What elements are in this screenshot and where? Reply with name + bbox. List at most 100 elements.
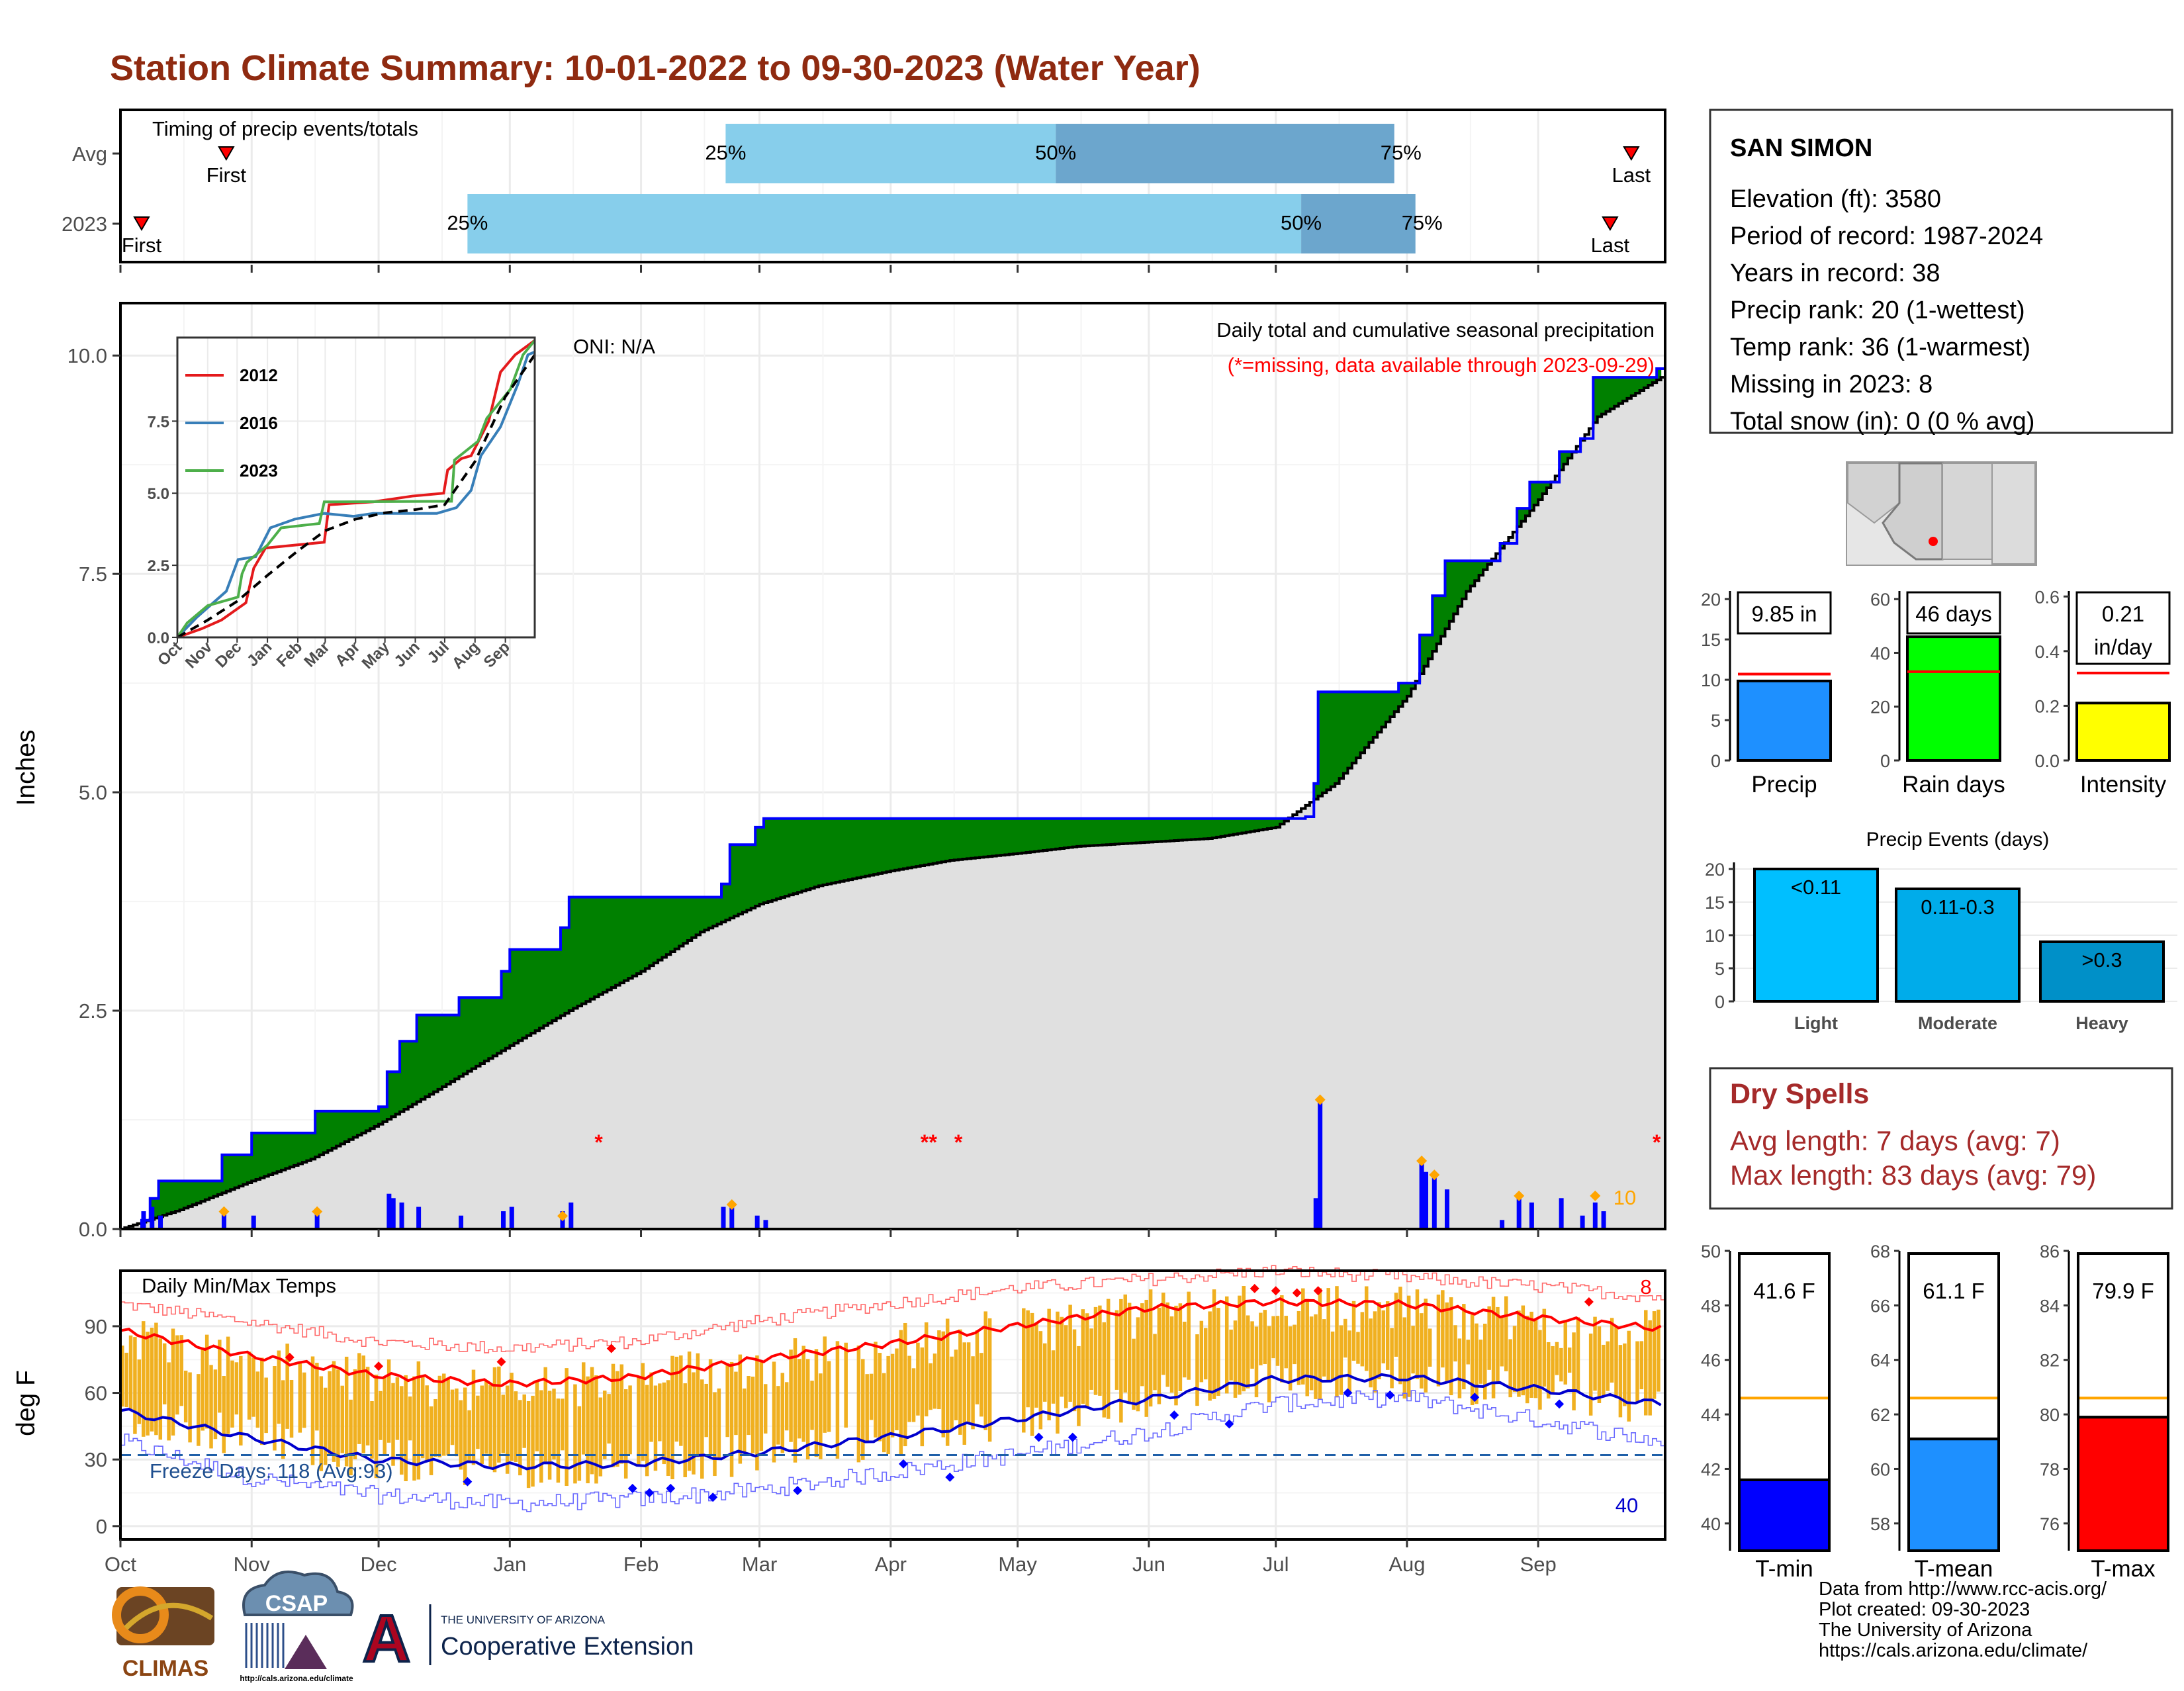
precip-diff-fill (637, 897, 642, 974)
timing-last-label: Last (1612, 163, 1651, 187)
temp-daily-bar (1132, 1338, 1136, 1410)
precip-diff-fill (255, 1132, 261, 1180)
precip-record-marker (726, 1199, 737, 1211)
temp-daily-bar (1305, 1299, 1309, 1396)
precip-diff-fill (1420, 635, 1425, 674)
precip-diff-fill (1026, 818, 1031, 852)
temp-daily-bar (298, 1363, 302, 1433)
temp-daily-bar (577, 1406, 582, 1481)
precip-diff-fill (1390, 692, 1395, 717)
mini-bar-y-tick-label: 15 (1701, 630, 1721, 650)
temp-x-tick-label: Mar (742, 1553, 777, 1576)
station-info-line: Total snow (in): 0 (0 % avg) (1730, 408, 2034, 435)
temp-daily-bar (332, 1361, 336, 1462)
temp-daily-bar (966, 1342, 971, 1423)
timing-last-marker (1602, 216, 1619, 231)
precip-diff-fill (784, 818, 790, 897)
temp-daily-bar (374, 1374, 379, 1479)
precip-daily-bar (1424, 1171, 1429, 1230)
precip-daily-bar (509, 1207, 514, 1230)
temp-daily-bar (1496, 1306, 1500, 1383)
precip-diff-fill (1314, 783, 1319, 800)
temp-daily-bar (1115, 1310, 1119, 1390)
precip-diff-fill (958, 818, 964, 860)
precip-diff-fill (1199, 818, 1205, 839)
precip-daily-bar (1580, 1215, 1585, 1230)
precip-diff-fill (1220, 818, 1226, 837)
precip-diff-fill (531, 949, 536, 1033)
precip-diff-fill (971, 818, 976, 858)
temp-daily-bar (526, 1400, 531, 1488)
temp-daily-bar (218, 1340, 222, 1413)
temp-bar-y-tick-label: 46 (1701, 1351, 1721, 1371)
temp-y-tick-label: 90 (85, 1315, 107, 1338)
temp-daily-bar (615, 1371, 619, 1467)
temp-daily-bar (1195, 1334, 1199, 1406)
temp-daily-bar (801, 1346, 806, 1442)
precip-events-bar (1753, 868, 1879, 1003)
temp-record-low-marker (1470, 1393, 1480, 1402)
precip-diff-fill (598, 897, 604, 995)
station-info-line: Temp rank: 36 (1-warmest) (1730, 334, 2030, 361)
temp-record-low-marker (463, 1477, 473, 1486)
temp-daily-bar (933, 1353, 937, 1409)
precip-daily-bar (729, 1207, 735, 1230)
temp-record-low-marker (1169, 1410, 1179, 1420)
precip-diff-fill (404, 1041, 409, 1109)
precip-diff-fill (941, 818, 946, 862)
temp-daily-bar (441, 1373, 446, 1456)
temp-daily-bar (971, 1356, 975, 1430)
temp-daily-bar (1406, 1295, 1411, 1397)
temp-daily-bar (653, 1385, 658, 1471)
temp-daily-bar (882, 1373, 886, 1453)
temp-daily-bar (700, 1379, 704, 1479)
precip-events-bar-label: 0.11-0.3 (1921, 895, 1994, 919)
precip-diff-fill (780, 818, 786, 898)
precip-diff-fill (1238, 818, 1243, 834)
temp-daily-bar (471, 1369, 476, 1465)
precip-diff-fill (700, 897, 705, 933)
temp-daily-bar (421, 1376, 425, 1459)
temp-daily-bar (886, 1355, 890, 1454)
precip-diff-fill (827, 818, 832, 884)
precip-diff-fill (171, 1181, 176, 1213)
precip-daily-bar (399, 1202, 404, 1230)
temp-record-high-marker (1584, 1297, 1594, 1306)
precip-diff-fill (1623, 377, 1628, 401)
precip-diff-fill (213, 1181, 218, 1197)
precip-diff-fill (1102, 818, 1107, 845)
temp-daily-bar (598, 1397, 603, 1477)
temp-daily-bar (1208, 1311, 1212, 1401)
precip-diff-fill (768, 818, 773, 902)
temp-daily-bar (1267, 1326, 1271, 1402)
precip-diff-fill (264, 1132, 269, 1177)
temp-daily-bar (1453, 1325, 1457, 1362)
precip-diff-fill (1136, 818, 1141, 843)
temp-daily-bar (450, 1389, 455, 1445)
temp-record-low-marker (645, 1488, 655, 1498)
temp-record-low-marker (898, 1459, 908, 1469)
precip-diff-fill (692, 897, 697, 938)
precip-daily-bar (251, 1215, 256, 1230)
temp-bar-chart: 79.9 F 76 78 80 82 84 86 T-max (2040, 1242, 2177, 1582)
precip-daily-bar (1559, 1198, 1564, 1230)
temp-daily-bar (1351, 1301, 1356, 1361)
temp-daily-bar (1081, 1309, 1085, 1404)
precip-diff-fill (1533, 482, 1539, 506)
precip-diff-fill (645, 897, 650, 969)
precip-diff-fill (1127, 818, 1132, 844)
temp-daily-bar (1136, 1317, 1140, 1412)
inset-y-tick-label: 7.5 (148, 413, 169, 431)
map-region (1942, 463, 1993, 560)
temp-daily-bar (167, 1362, 171, 1441)
precip-diff-fill (1271, 818, 1277, 828)
temp-x-tick-label: Dec (360, 1553, 396, 1576)
precip-diff-fill (467, 997, 473, 1072)
temp-x-tick-label: Sep (1520, 1553, 1557, 1576)
temp-daily-bar (1026, 1310, 1030, 1408)
temp-daily-bar (1411, 1326, 1415, 1374)
temp-daily-bar (1169, 1316, 1174, 1393)
mini-bar-label: Rain days (1902, 772, 2005, 798)
precip-diff-fill (674, 897, 680, 949)
precip-daily-bar (1592, 1202, 1598, 1230)
